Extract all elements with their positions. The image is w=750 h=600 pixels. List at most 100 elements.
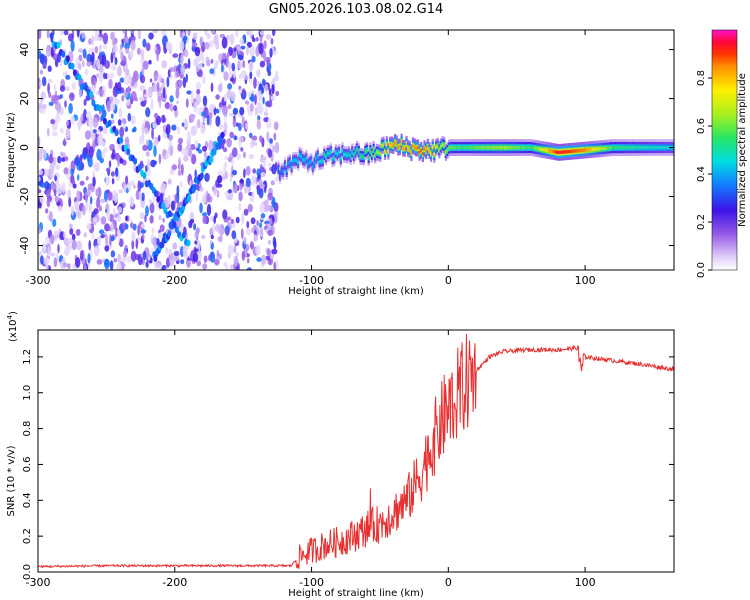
noise-cell bbox=[196, 260, 202, 267]
noise-cell bbox=[257, 102, 263, 114]
noise-cell bbox=[217, 83, 223, 93]
noise-cell bbox=[230, 218, 234, 224]
noise-cell bbox=[216, 249, 219, 258]
noise-cell bbox=[83, 264, 87, 270]
noise-cell bbox=[267, 148, 273, 158]
ridge-cell bbox=[543, 148, 546, 152]
ridge-cell bbox=[321, 159, 324, 163]
noise-cell bbox=[121, 95, 124, 102]
noise-cell bbox=[200, 123, 206, 135]
ridge-cell bbox=[346, 153, 349, 157]
ridge-cell bbox=[375, 150, 378, 154]
noise-cell bbox=[204, 172, 210, 182]
noise-cell bbox=[183, 49, 189, 58]
noise-cell bbox=[149, 202, 155, 214]
noise-cell bbox=[267, 192, 274, 201]
noise-cell bbox=[159, 224, 165, 232]
noise-cell bbox=[259, 202, 265, 214]
noise-cell bbox=[148, 198, 153, 205]
noise-cell bbox=[152, 137, 157, 148]
ridge-cell bbox=[444, 150, 447, 155]
ridge-cell bbox=[608, 146, 612, 150]
noise-cell bbox=[232, 183, 239, 194]
noise-cell bbox=[267, 229, 273, 236]
ridge-cell bbox=[556, 150, 559, 154]
ridge-cell bbox=[643, 145, 646, 150]
noise-cell bbox=[141, 123, 145, 135]
noise-cell bbox=[233, 245, 237, 254]
noise-cell bbox=[205, 56, 210, 62]
ridge-cell bbox=[558, 150, 561, 155]
ridge-cell bbox=[402, 146, 405, 150]
noise-cell bbox=[206, 114, 210, 126]
noise-cell bbox=[38, 176, 41, 182]
noise-cell bbox=[84, 191, 88, 203]
noise-cell bbox=[222, 147, 228, 153]
noise-cell bbox=[259, 30, 265, 36]
noise-cell bbox=[127, 86, 131, 94]
noise-cell bbox=[145, 139, 149, 146]
noise-cell bbox=[152, 30, 159, 34]
y-tick-label: 1.2 bbox=[22, 349, 33, 365]
noise-cell bbox=[79, 88, 82, 98]
ridge-cell bbox=[311, 165, 314, 169]
noise-cell bbox=[209, 251, 215, 263]
noise-cell bbox=[79, 250, 84, 261]
noise-cell bbox=[135, 189, 140, 201]
noise-cell bbox=[124, 244, 128, 249]
noise-cell bbox=[182, 244, 187, 257]
noise-cell bbox=[202, 75, 206, 85]
noise-cell bbox=[51, 131, 58, 137]
ridge-cell bbox=[600, 146, 603, 151]
noise-cell bbox=[230, 91, 236, 102]
noise-cell bbox=[242, 60, 246, 69]
ridge-cell bbox=[561, 150, 564, 154]
ridge-cell bbox=[618, 145, 621, 150]
noise-cell bbox=[171, 169, 175, 176]
noise-cell bbox=[105, 176, 111, 185]
noise-cell bbox=[54, 175, 57, 182]
noise-cell bbox=[258, 188, 264, 199]
ridge-cell bbox=[329, 150, 333, 154]
noise-cell bbox=[153, 73, 157, 83]
noise-cell bbox=[100, 234, 105, 239]
noise-cell bbox=[173, 250, 180, 257]
noise-cell bbox=[189, 114, 196, 119]
noise-cell bbox=[118, 238, 124, 248]
noise-cell bbox=[143, 90, 146, 95]
streak-cell bbox=[119, 136, 124, 144]
snr-panel: -300 -200 -100 0 100 0.0 0.2 0.4 0.6 0.8 1.0 1.2 Hei… bbox=[6, 311, 675, 599]
streak-cell bbox=[154, 190, 158, 197]
noise-cell bbox=[96, 148, 102, 161]
ridge-cell bbox=[405, 142, 408, 146]
ridge-cell bbox=[628, 145, 631, 150]
noise-cell bbox=[126, 99, 131, 106]
noise-cell bbox=[197, 250, 202, 262]
noise-cell bbox=[241, 250, 246, 261]
noise-cell bbox=[242, 151, 246, 159]
ridge-cell bbox=[551, 149, 554, 153]
noise-cell bbox=[123, 90, 128, 99]
noise-cell bbox=[224, 113, 227, 123]
ridge-cell bbox=[604, 146, 607, 150]
noise-cell bbox=[219, 33, 226, 38]
noise-cell bbox=[161, 30, 165, 37]
ridge-cell bbox=[338, 150, 341, 155]
streak-cell bbox=[126, 148, 131, 156]
noise-cell bbox=[165, 127, 169, 135]
ridge-cell bbox=[599, 147, 602, 151]
noise-cell bbox=[235, 122, 239, 127]
ridge-cell bbox=[323, 152, 326, 157]
noise-cell bbox=[110, 52, 114, 64]
noise-cell bbox=[65, 128, 71, 140]
ridge-cell bbox=[582, 148, 585, 152]
noise-cell bbox=[59, 127, 64, 134]
ridge-cell bbox=[393, 140, 397, 145]
noise-cell bbox=[139, 212, 145, 220]
ridge-cell bbox=[495, 145, 498, 150]
noise-cell bbox=[253, 224, 257, 231]
noise-cell bbox=[113, 258, 118, 263]
noise-cell bbox=[43, 149, 47, 160]
ridge-cell bbox=[517, 145, 520, 150]
streak-cell bbox=[174, 226, 179, 234]
